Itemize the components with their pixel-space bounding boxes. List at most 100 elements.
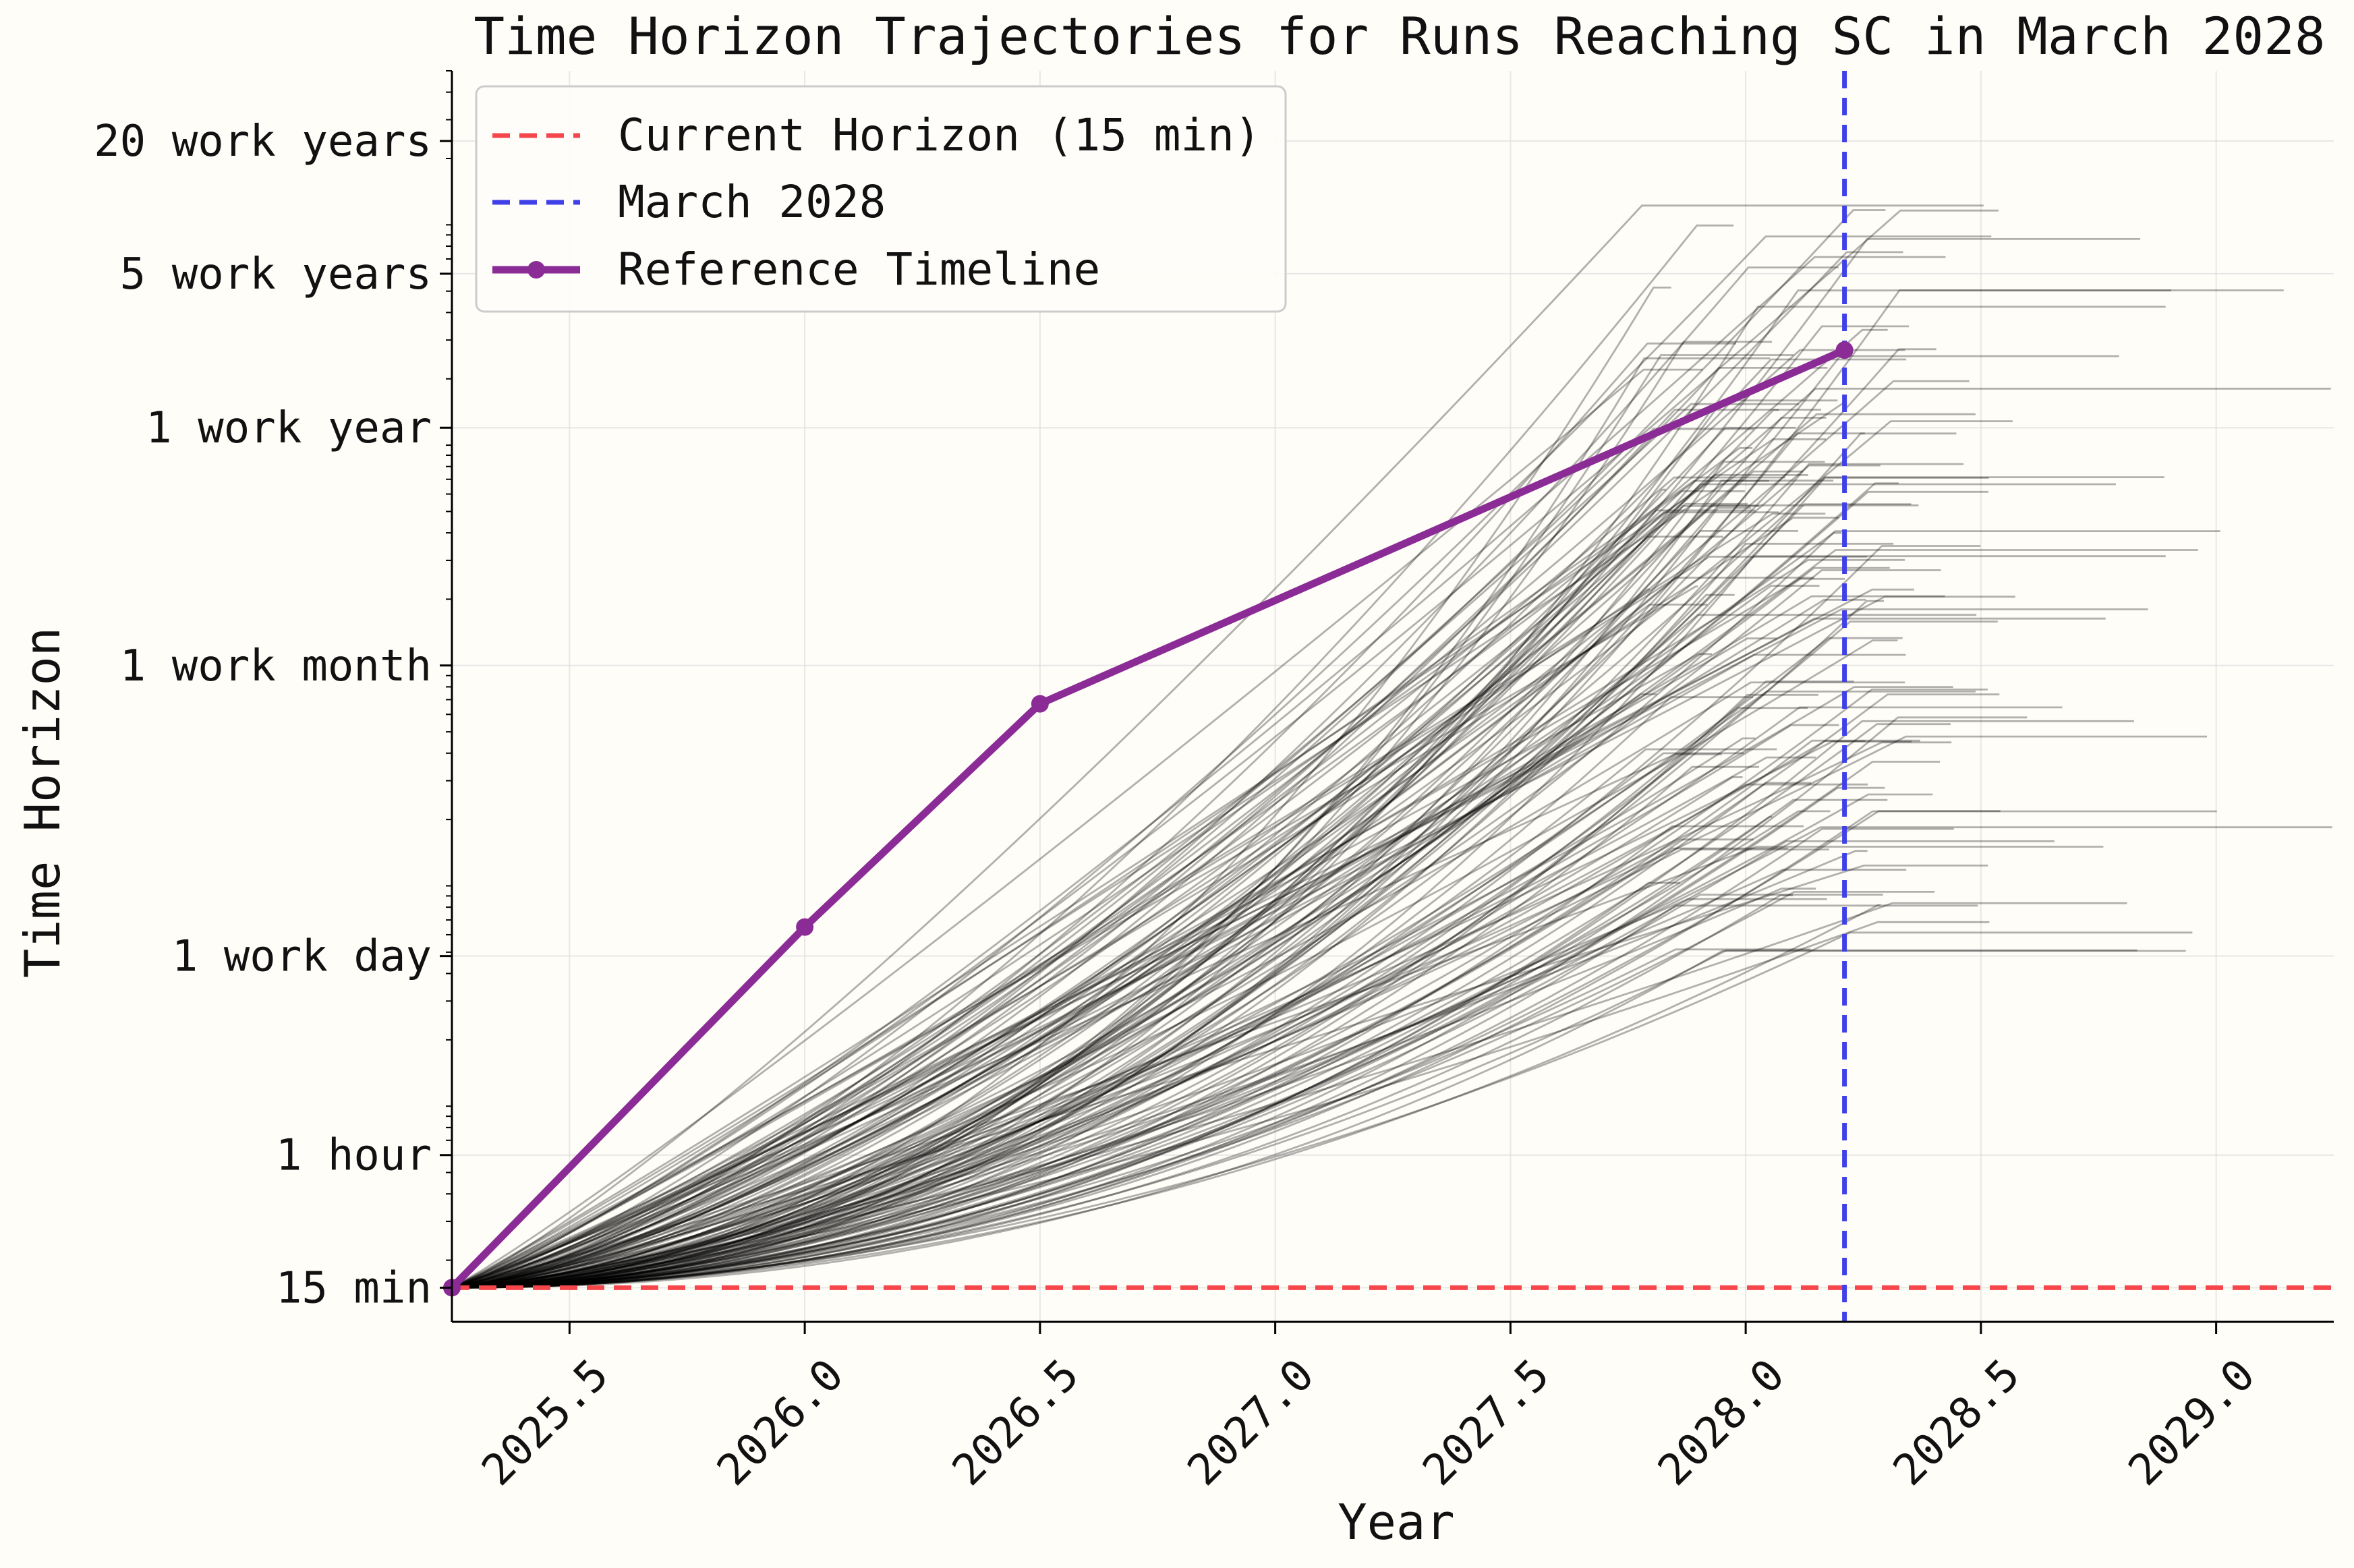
trajectory-line <box>451 530 1798 1289</box>
trajectory-line <box>451 653 1713 1289</box>
trajectory-line <box>451 556 1868 1289</box>
trajectory-line <box>451 251 1903 1289</box>
trajectory-line <box>451 577 1814 1289</box>
trajectory-line <box>451 693 1818 1289</box>
trajectory-line <box>451 325 1910 1289</box>
trajectory-line <box>451 846 2104 1289</box>
trajectory-line <box>451 399 1838 1289</box>
trajectory-line <box>451 693 2000 1289</box>
trajectory-line <box>451 793 1933 1289</box>
reference-timeline-point <box>1835 341 1854 359</box>
trajectory-line <box>451 810 2217 1289</box>
trajectory-line <box>451 387 2331 1289</box>
trajectory-line <box>451 588 1650 1289</box>
trajectory-line <box>451 357 1771 1289</box>
trajectory-line <box>451 614 1977 1289</box>
trajectory-line <box>451 535 1723 1289</box>
trajectory-line <box>451 739 1920 1289</box>
trajectory-line <box>451 753 1722 1289</box>
legend-label-current-horizon: Current Horizon (15 min) <box>618 109 1261 161</box>
y-axis-ticks: 15 min 1 hour 1 work day 1 work month 1 work… <box>94 70 452 1313</box>
trajectory-line <box>451 341 1773 1289</box>
trajectory-line <box>451 948 1811 1289</box>
trajectory-line <box>451 409 1821 1289</box>
trajectory-line <box>451 585 1820 1289</box>
trajectory-line <box>451 567 1890 1289</box>
trajectory-line <box>451 306 2166 1289</box>
trajectory-line <box>451 595 1945 1289</box>
trajectory-line <box>451 409 1779 1289</box>
trajectory-line <box>451 209 1886 1289</box>
trajectory-line <box>451 596 2015 1289</box>
trajectory-line <box>451 904 1881 1289</box>
trajectory-line <box>451 637 1777 1289</box>
trajectory-line <box>451 531 1842 1289</box>
trajectory-line <box>451 555 2166 1289</box>
trajectory-line <box>451 786 1885 1289</box>
trajectory-line <box>451 681 1905 1289</box>
y-tick-label: 5 work years <box>120 250 432 299</box>
trajectory-line <box>451 921 1990 1289</box>
trajectory-line <box>451 707 1808 1289</box>
trajectory-line <box>451 235 1992 1289</box>
trajectory-line <box>451 354 1793 1289</box>
trajectory-line <box>451 752 1744 1289</box>
trajectory-line <box>451 224 1734 1289</box>
y-tick-label: 1 work day <box>172 932 432 982</box>
trajectory-line <box>451 756 1816 1289</box>
trajectory-line <box>451 477 1989 1289</box>
trajectory-line <box>451 569 1941 1289</box>
reference-timeline-line <box>449 347 1846 1291</box>
trajectory-line <box>451 865 1988 1289</box>
trajectory-line <box>451 902 2127 1289</box>
trajectory-line <box>451 511 1779 1289</box>
trajectory-line <box>451 266 1839 1289</box>
trajectory-line <box>451 542 1894 1289</box>
trajectory-line <box>451 691 1976 1289</box>
trajectory-line <box>451 463 1964 1289</box>
reference-timeline <box>443 341 1854 1297</box>
trajectory-line <box>451 693 1657 1289</box>
trajectory-line <box>451 470 1803 1289</box>
trajectory-line <box>451 706 2063 1289</box>
trajectory-line <box>451 328 1888 1289</box>
legend-label-march-2028: March 2028 <box>618 176 886 228</box>
reference-timeline-point <box>1031 695 1049 713</box>
trajectory-line <box>451 588 1914 1289</box>
trajectory-line <box>451 827 1954 1289</box>
trajectory-line <box>451 432 1957 1289</box>
trajectory-line <box>451 420 2013 1289</box>
trajectory-line <box>451 782 1811 1289</box>
trajectory-line <box>451 617 2106 1289</box>
trajectory-line <box>451 810 1831 1289</box>
trajectory-line <box>451 428 1754 1289</box>
trajectory-line <box>451 355 2119 1289</box>
y-tick-label: 1 work month <box>120 641 432 691</box>
trajectory-line <box>451 847 1788 1289</box>
trajectory-line <box>451 380 1970 1289</box>
trajectory-line <box>451 503 1912 1289</box>
trajectory-line <box>451 509 1756 1289</box>
x-axis-label: Year <box>1338 1494 1454 1550</box>
trajectory-line <box>451 504 1919 1289</box>
trajectory-line <box>451 348 1936 1289</box>
trajectory-line <box>451 517 1839 1289</box>
trajectory-line <box>451 490 1745 1289</box>
trajectory-line <box>451 403 1800 1289</box>
trajectory-line <box>451 209 1999 1289</box>
y-tick-label: 1 work year <box>146 403 432 453</box>
trajectory-line <box>451 490 1988 1289</box>
trajectory-line <box>451 735 2207 1289</box>
legend: Current Horizon (15 min) March 2028 Refe… <box>475 85 1287 313</box>
trajectory-line <box>451 549 2198 1289</box>
trajectory-line <box>451 689 1988 1289</box>
chart-title: Time Horizon Trajectories for Runs Reach… <box>473 6 2325 66</box>
trajectory-line <box>451 888 1816 1289</box>
trajectory-line <box>451 776 1743 1289</box>
trajectory-line <box>451 488 1666 1289</box>
trajectory-line <box>451 237 2141 1289</box>
trajectory-line <box>451 358 1907 1289</box>
trajectory-line <box>451 289 2172 1289</box>
trajectory-line <box>451 838 1754 1289</box>
legend-label-reference-timeline: Reference Timeline <box>618 243 1100 295</box>
